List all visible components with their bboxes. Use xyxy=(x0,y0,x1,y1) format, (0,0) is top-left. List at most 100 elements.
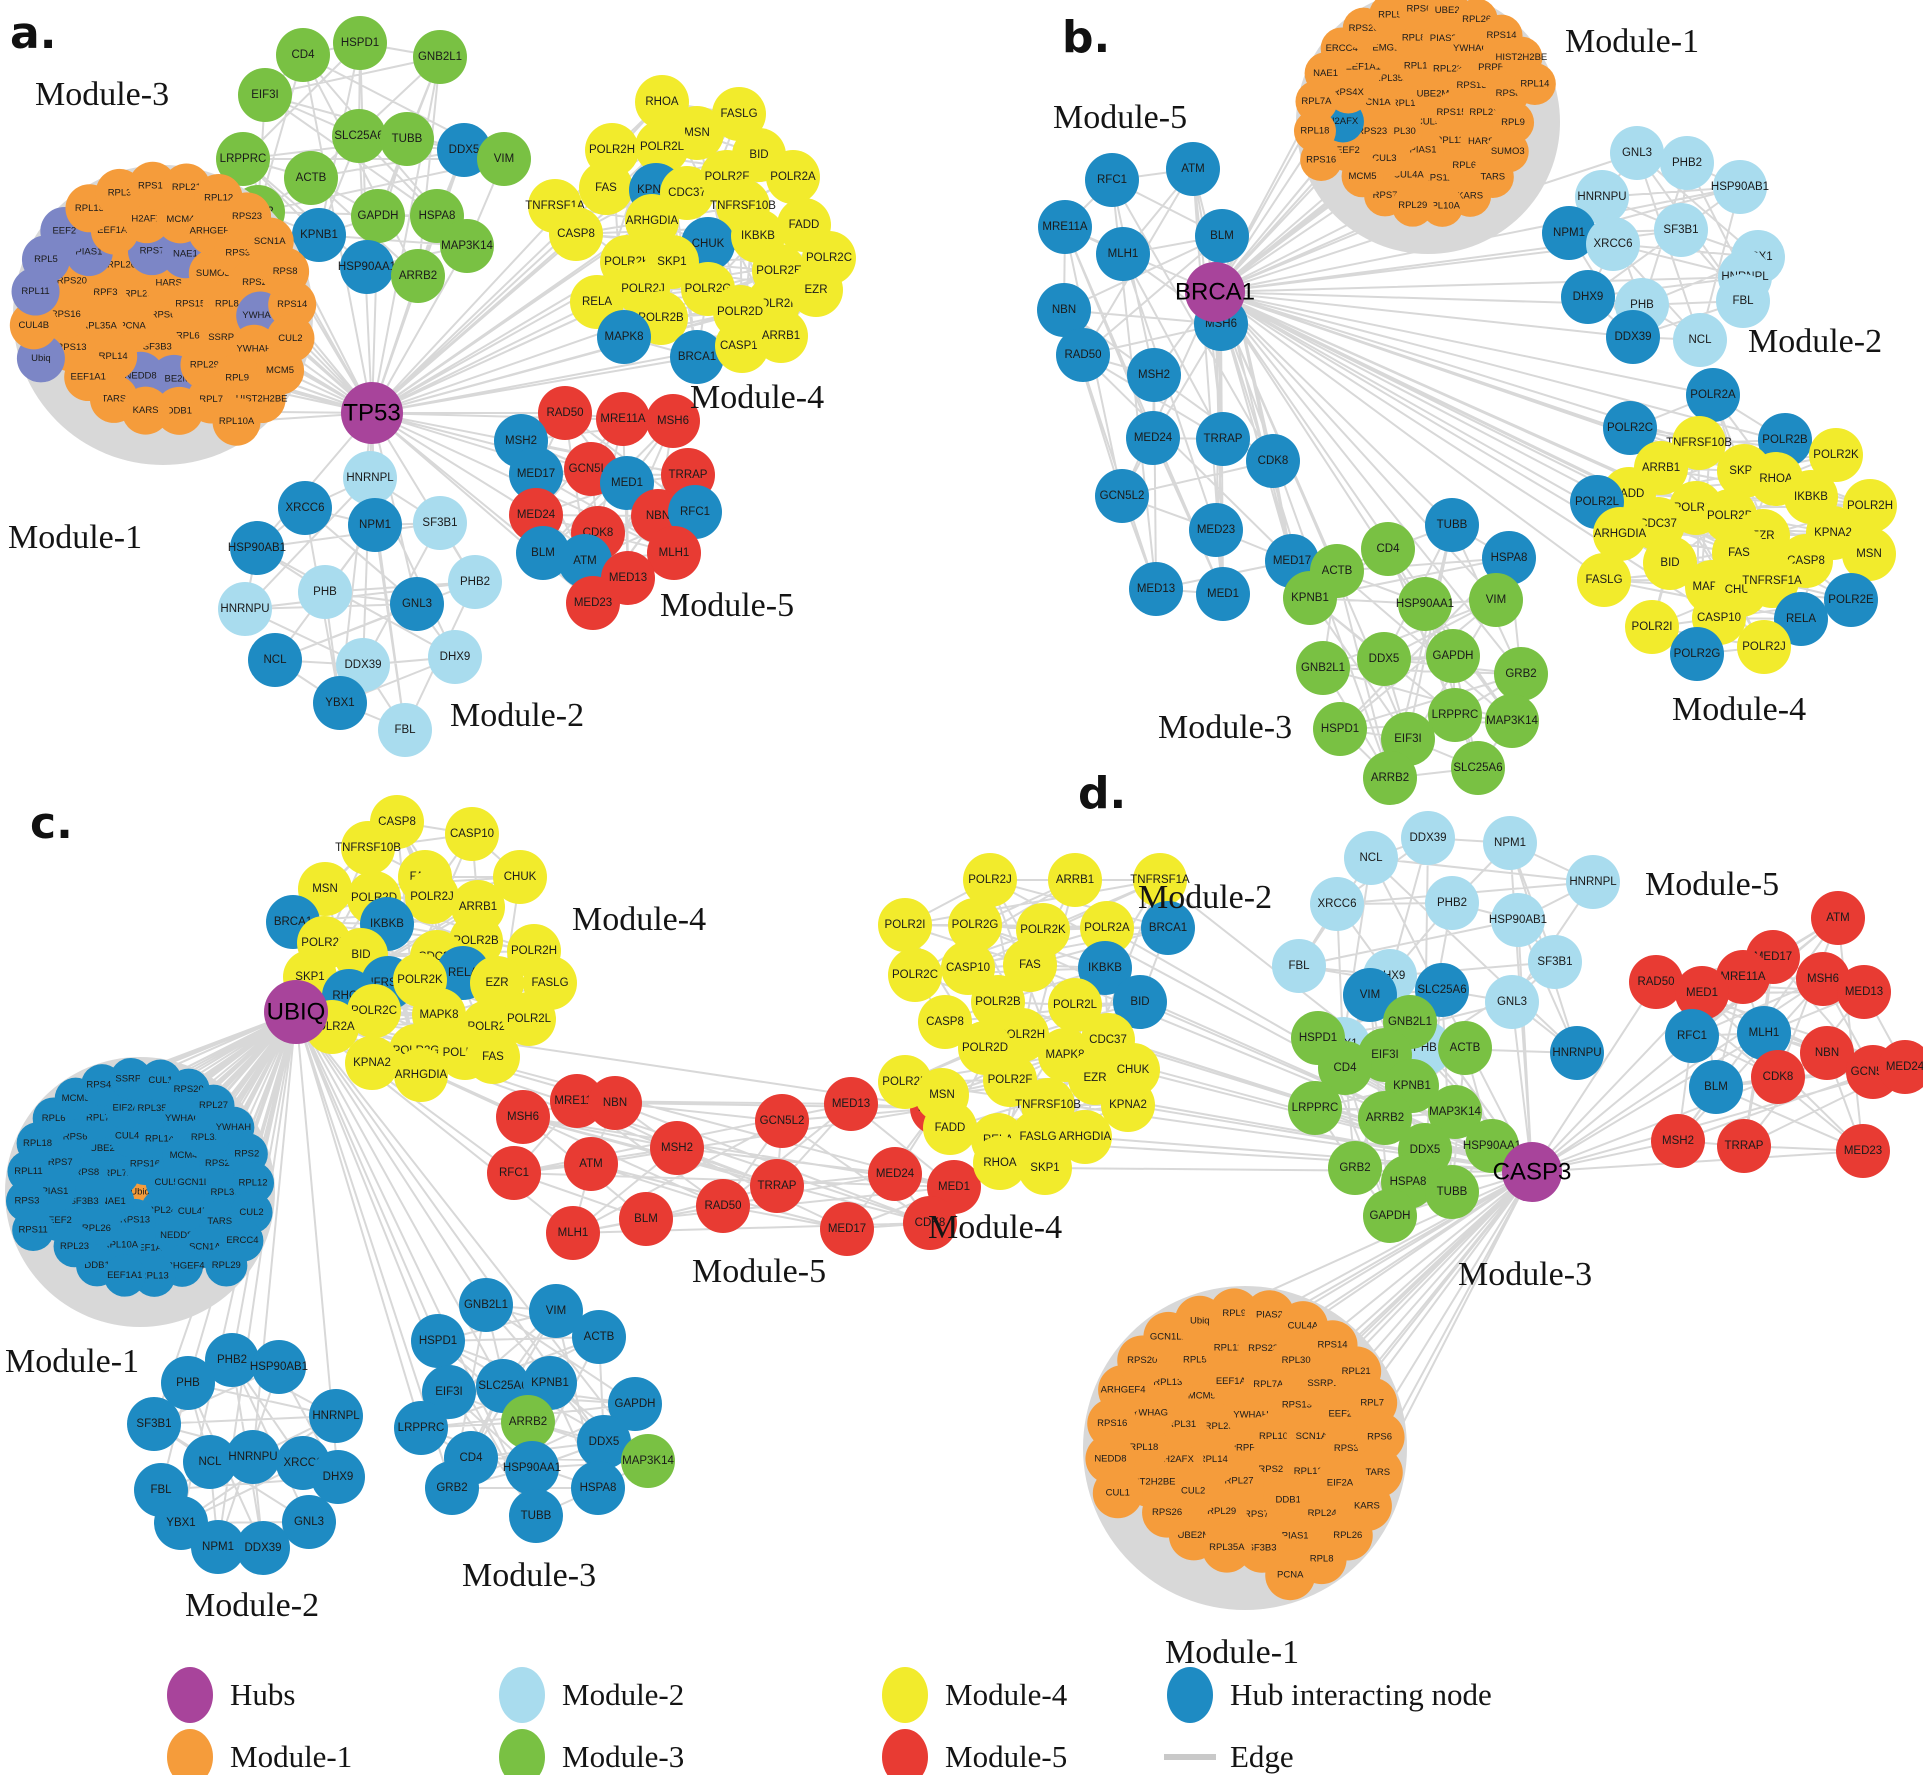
legend-label: Module-3 xyxy=(562,1739,684,1774)
network-node xyxy=(558,534,612,588)
network-node xyxy=(903,1196,957,1250)
network-node xyxy=(1209,1288,1260,1339)
network-node xyxy=(230,521,284,575)
network-node xyxy=(1127,348,1181,402)
hub-tp53: TP53 xyxy=(341,382,403,444)
network-node xyxy=(413,30,467,84)
network-node xyxy=(1660,136,1714,190)
network-node xyxy=(608,1377,662,1431)
network-node xyxy=(1811,891,1865,945)
network-node xyxy=(347,984,401,1038)
network-node xyxy=(1796,952,1850,1006)
module-label: Module-4 xyxy=(1672,691,1806,728)
legend-swatch-m5 xyxy=(882,1729,928,1775)
network-node xyxy=(1878,1040,1923,1094)
network-node xyxy=(918,995,972,1049)
network-node xyxy=(276,28,330,82)
network-node xyxy=(789,263,843,317)
panel-letter: c. xyxy=(30,798,73,849)
network-node xyxy=(1078,941,1132,995)
network-node xyxy=(1689,1060,1743,1114)
network-node xyxy=(868,1147,922,1201)
network-node xyxy=(509,447,563,501)
network-node xyxy=(1085,1433,1136,1484)
network-node xyxy=(549,207,603,261)
legend-label: Hub interacting node xyxy=(1230,1677,1492,1712)
network-node xyxy=(133,1254,176,1297)
network-node xyxy=(696,1179,750,1233)
module-label: Module-3 xyxy=(462,1557,596,1594)
network-node xyxy=(103,1254,146,1297)
network-node xyxy=(1196,567,1250,621)
network-node xyxy=(236,1521,290,1575)
legend-swatch-m3 xyxy=(499,1729,545,1775)
network-node xyxy=(1745,554,1799,608)
network-node xyxy=(345,1036,399,1090)
network-node xyxy=(1670,627,1724,681)
module-label: Module-2 xyxy=(185,1587,319,1624)
network-node xyxy=(750,1159,804,1213)
legend-swatch-m4 xyxy=(882,1667,928,1723)
network-node xyxy=(1361,522,1415,576)
network-node xyxy=(205,1244,248,1287)
network-node xyxy=(1058,1110,1112,1164)
legend-label: Module-5 xyxy=(945,1739,1067,1774)
network-node xyxy=(1482,531,1536,585)
network-node xyxy=(1673,313,1727,367)
network-node xyxy=(378,703,432,757)
network-node xyxy=(824,1077,878,1131)
network-node xyxy=(1080,901,1134,955)
network-node xyxy=(501,1395,555,1449)
network-node xyxy=(1425,498,1479,552)
network-node xyxy=(647,526,701,580)
network-node xyxy=(332,109,386,163)
network-node xyxy=(1809,428,1863,482)
network-node xyxy=(1038,200,1092,254)
network-node xyxy=(1293,110,1336,153)
module-label: Module-2 xyxy=(450,697,584,734)
module-label: Module-4 xyxy=(690,379,824,416)
network-node xyxy=(394,1048,448,1102)
network-node xyxy=(1201,1522,1252,1573)
network-node xyxy=(566,576,620,630)
network-node xyxy=(1550,1026,1604,1080)
network-node xyxy=(546,1206,600,1260)
network-node xyxy=(282,1495,336,1549)
network-node xyxy=(1654,203,1708,257)
network-node xyxy=(1018,1141,1072,1195)
network-node xyxy=(333,16,387,70)
network-node xyxy=(1491,893,1545,947)
network-node xyxy=(1425,876,1479,930)
network-node xyxy=(1629,955,1683,1009)
network-node xyxy=(983,1053,1037,1107)
network-node xyxy=(428,630,482,684)
network-node xyxy=(1196,412,1250,466)
network-node xyxy=(341,821,395,875)
network-node xyxy=(572,1310,626,1364)
network-node xyxy=(1037,283,1091,337)
network-node xyxy=(238,68,292,122)
network-node xyxy=(1056,328,1110,382)
module-label: Module-3 xyxy=(1458,1256,1592,1293)
network-node xyxy=(1425,1165,1479,1219)
network-node xyxy=(311,1450,365,1504)
network-node xyxy=(505,1441,559,1495)
network-node xyxy=(313,676,367,730)
network-node xyxy=(1651,1114,1705,1168)
network-node xyxy=(579,161,633,215)
network-node xyxy=(1048,978,1102,1032)
network-node xyxy=(340,240,394,294)
network-node xyxy=(923,1101,977,1155)
network-node xyxy=(1438,1021,1492,1075)
network-node xyxy=(232,1161,275,1204)
network-node xyxy=(470,956,524,1010)
network-node xyxy=(1401,811,1455,865)
network-node xyxy=(1363,751,1417,805)
network-node xyxy=(1469,573,1523,627)
network-node xyxy=(1485,975,1539,1029)
network-node xyxy=(252,1340,306,1394)
panel-c: CASP8CASP10TNFRSF10BFADDCHUKMSNPOLR2DPOL… xyxy=(5,795,981,1624)
